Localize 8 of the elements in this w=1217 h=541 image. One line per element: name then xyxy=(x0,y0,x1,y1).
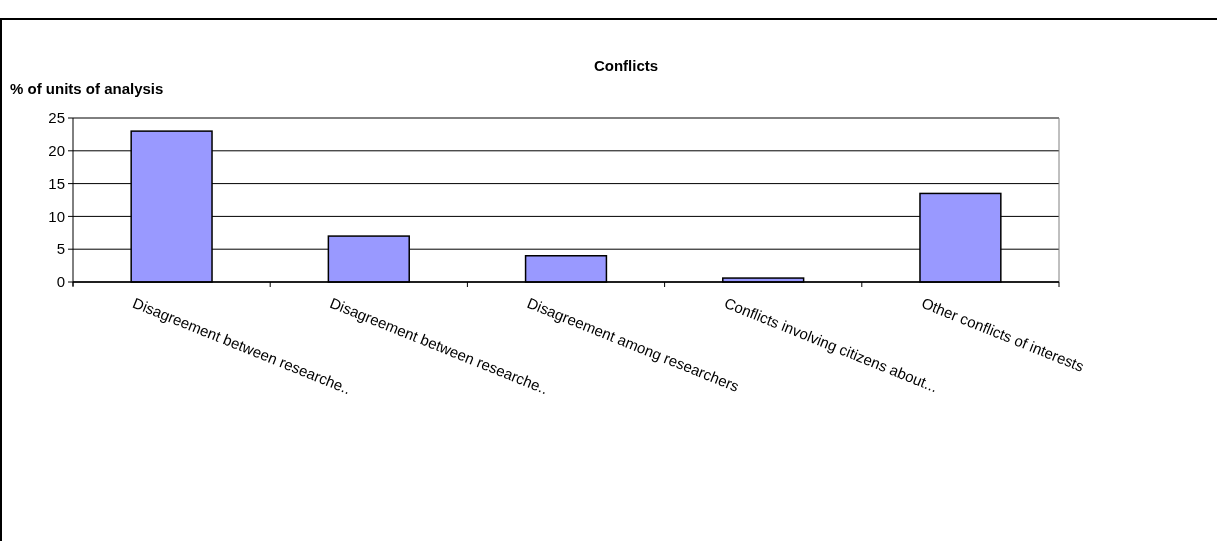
y-tick-label: 20 xyxy=(48,142,65,160)
y-axis-title: % of units of analysis xyxy=(10,80,164,97)
y-tick-label: 25 xyxy=(48,109,65,127)
y-tick-label: 5 xyxy=(56,240,65,258)
chart-title: Conflicts xyxy=(593,57,659,74)
y-tick-label: 15 xyxy=(48,174,65,192)
y-tick-label: 0 xyxy=(56,273,65,291)
y-tick-label: 10 xyxy=(48,207,65,225)
